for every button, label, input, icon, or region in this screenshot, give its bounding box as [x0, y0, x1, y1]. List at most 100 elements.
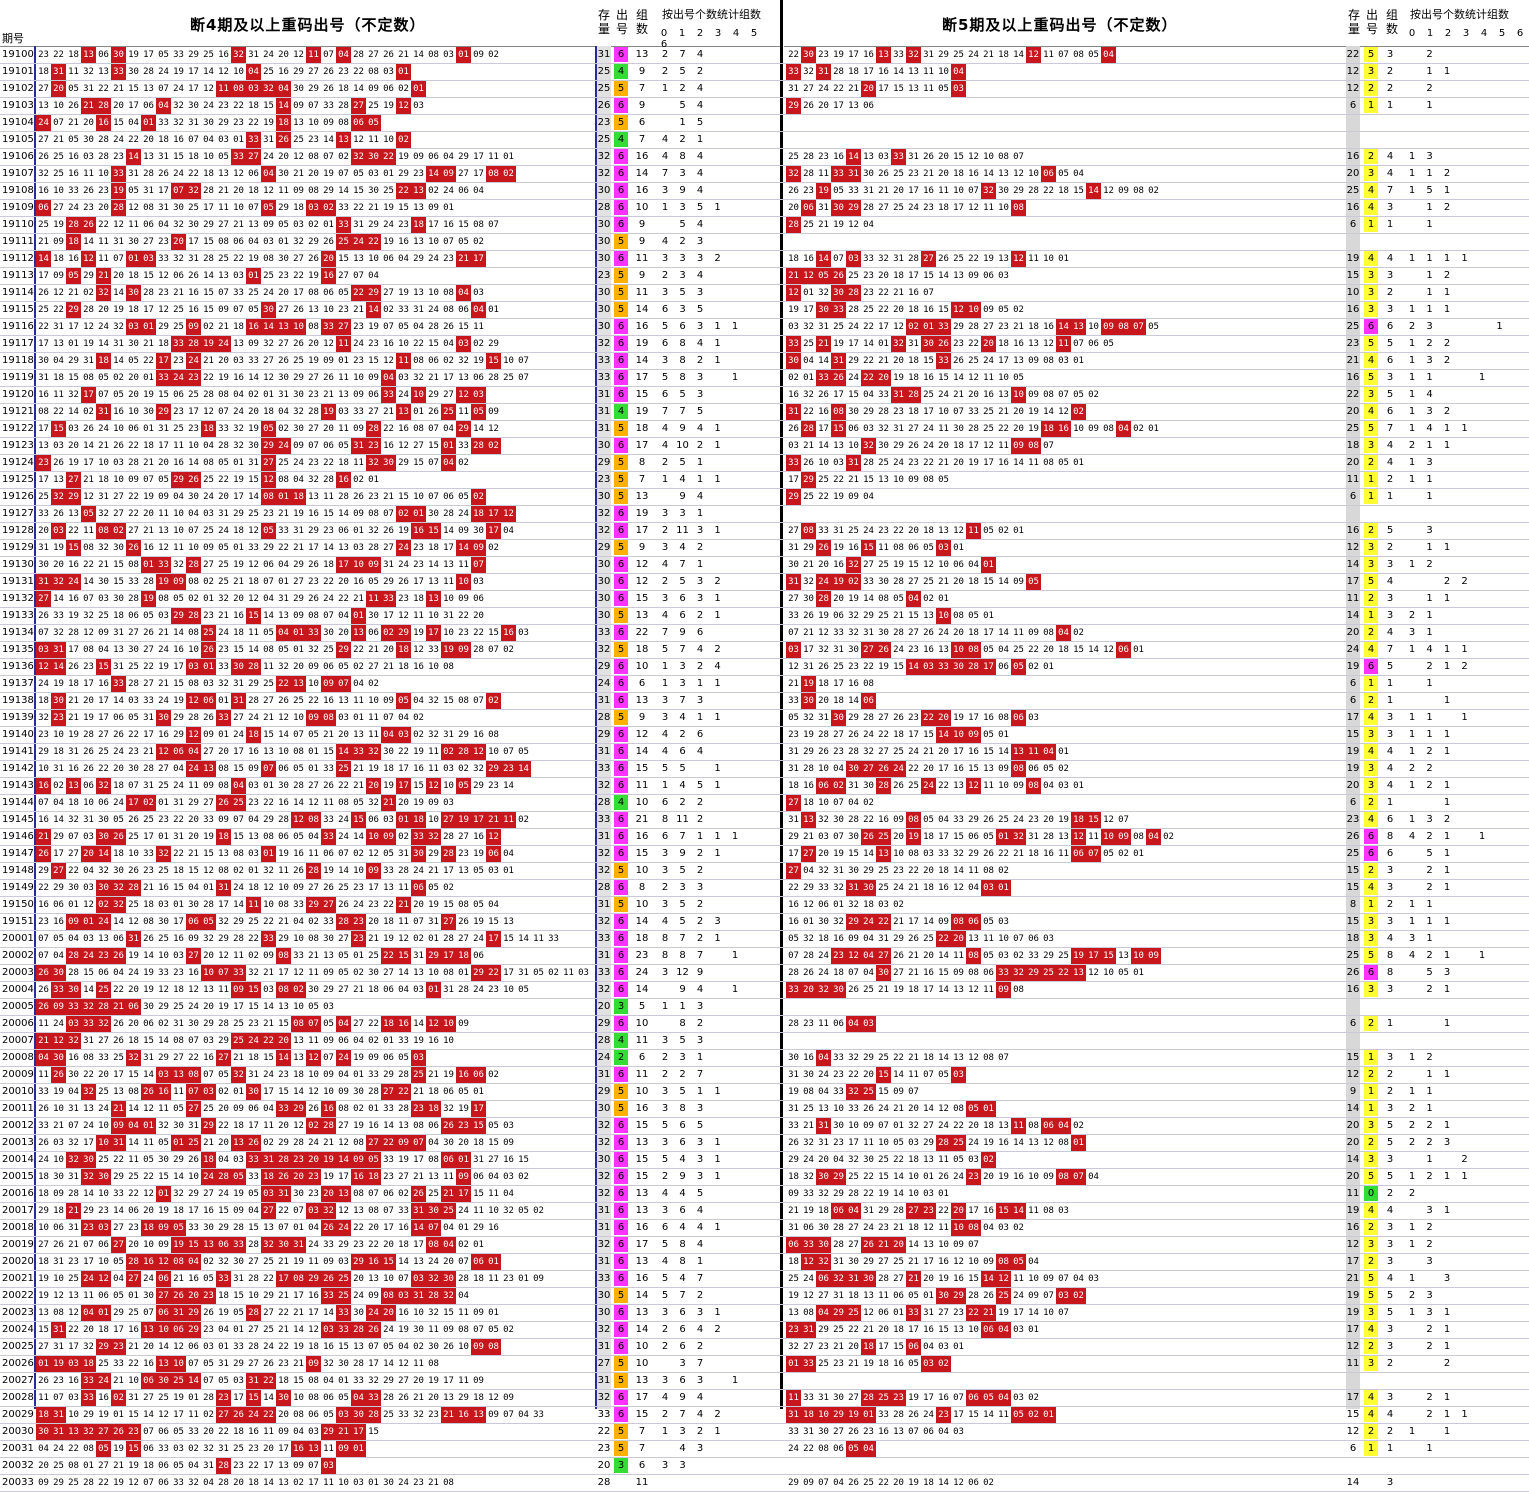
period-id: 20011 — [2, 1101, 34, 1117]
number-cell: 02 — [366, 676, 381, 692]
number-cell: 04 — [306, 1220, 321, 1236]
number-cell: 15 — [246, 608, 261, 624]
number-cell: 05 — [396, 693, 411, 709]
number-cell: 06 — [801, 1220, 816, 1236]
number-cell: 17 — [141, 47, 156, 63]
number-cell: 21 — [171, 285, 186, 301]
number-cell: 01 — [1071, 353, 1086, 369]
number-cell: 13 — [426, 1169, 441, 1185]
number-cell: 24 — [981, 353, 996, 369]
number-cell: 15 — [336, 251, 351, 267]
number-cell: 30 — [126, 285, 141, 301]
number-cell: 14 — [96, 336, 111, 352]
number-cell: 21 — [216, 183, 231, 199]
number-cell: 09 — [1116, 829, 1131, 845]
number-cell: 20 — [936, 438, 951, 454]
number-cell: 29 — [846, 353, 861, 369]
number-cell: 31 — [81, 1033, 96, 1049]
number-cell: 29 — [381, 1067, 396, 1083]
left-stat-value: 2 — [675, 234, 691, 250]
number-cell: 08 — [921, 472, 936, 488]
left-out-value: 6 — [614, 1237, 628, 1252]
left-stat-value: 4 — [657, 727, 673, 743]
number-cell: 14 — [861, 846, 876, 862]
number-cell: 19 — [411, 625, 426, 641]
number-cell: 24 — [111, 132, 126, 148]
number-cell: 29 — [846, 914, 861, 930]
number-cell: 23 — [351, 1237, 366, 1253]
number-cell: 33 — [396, 1203, 411, 1219]
number-cell: 23 — [216, 98, 231, 114]
number-cell: 15 — [861, 472, 876, 488]
number-cell: 03 — [141, 251, 156, 267]
number-cell: 31 — [411, 302, 426, 318]
number-cell: 18 — [396, 659, 411, 675]
left-stat-value: 2 — [657, 455, 673, 471]
number-cell: 05 — [336, 948, 351, 964]
period-id: 19127 — [2, 506, 34, 522]
number-cell: 12 — [846, 948, 861, 964]
number-cell: 12 — [966, 1050, 981, 1066]
number-cell: 14 — [861, 591, 876, 607]
number-cell: 16 — [36, 897, 51, 913]
right-groups-value: 3 — [1382, 591, 1398, 607]
number-cell: 04 — [36, 1050, 51, 1066]
number-cell: 28 — [1041, 829, 1056, 845]
number-cell: 17 — [1086, 948, 1101, 964]
number-cell: 07 — [306, 438, 321, 454]
number-cell: 09 — [981, 302, 996, 318]
number-cell: 28 — [396, 1067, 411, 1083]
number-cell: 22 — [51, 47, 66, 63]
number-cell: 01 — [486, 1254, 501, 1270]
number-cell: 21 — [996, 404, 1011, 420]
number-cell: 22 — [366, 1016, 381, 1032]
number-cell: 32 — [216, 591, 231, 607]
number-cell: 01 — [261, 778, 276, 794]
number-cell: 25 — [96, 608, 111, 624]
number-cell: 01 — [66, 336, 81, 352]
left-stat-value: 4 — [692, 744, 708, 760]
number-cell: 30 — [126, 642, 141, 658]
number-cell: 14 — [66, 404, 81, 420]
number-cell: 21 — [276, 914, 291, 930]
number-cell: 14 — [1041, 404, 1056, 420]
number-cell: 03 — [81, 149, 96, 165]
number-cell: 27 — [51, 200, 66, 216]
number-cell: 30 — [66, 880, 81, 896]
number-cell: 29 — [396, 625, 411, 641]
number-cell: 26 — [786, 421, 801, 437]
left-stat-value: 5 — [692, 1118, 708, 1134]
right-stat-value: 2 — [1439, 574, 1455, 590]
number-cell: 12 — [261, 183, 276, 199]
number-cell: 30 — [96, 880, 111, 896]
left-stat-value: 5 — [657, 642, 673, 658]
right-stock-value: 16 — [1345, 523, 1361, 539]
number-cell: 10 — [441, 778, 456, 794]
number-cell: 03 — [66, 1016, 81, 1032]
number-cell: 05 — [471, 404, 486, 420]
number-cell: 15 — [921, 727, 936, 743]
number-cell: 31 — [216, 506, 231, 522]
number-cell: 08 — [186, 574, 201, 590]
left-stat-value: 11 — [675, 523, 691, 539]
number-cell: 22 — [231, 98, 246, 114]
number-cell: 31 — [111, 1135, 126, 1151]
left-stat-value: 1 — [657, 472, 673, 488]
number-cell: 27 — [276, 336, 291, 352]
number-cell: 24 — [171, 370, 186, 386]
number-cell: 28 — [336, 489, 351, 505]
number-cell: 30 — [291, 421, 306, 437]
number-cell: 21 — [51, 1118, 66, 1134]
number-cell: 08 — [351, 1186, 366, 1202]
number-cell: 24 — [891, 455, 906, 471]
left-stat-value: 2 — [692, 659, 708, 675]
number-cell: 22 — [786, 47, 801, 63]
number-cell: 26 — [186, 1152, 201, 1168]
number-cell: 22 — [381, 149, 396, 165]
number-cell: 05 — [216, 149, 231, 165]
number-cell: 18 — [381, 761, 396, 777]
number-cell: 10 — [1026, 1169, 1041, 1185]
